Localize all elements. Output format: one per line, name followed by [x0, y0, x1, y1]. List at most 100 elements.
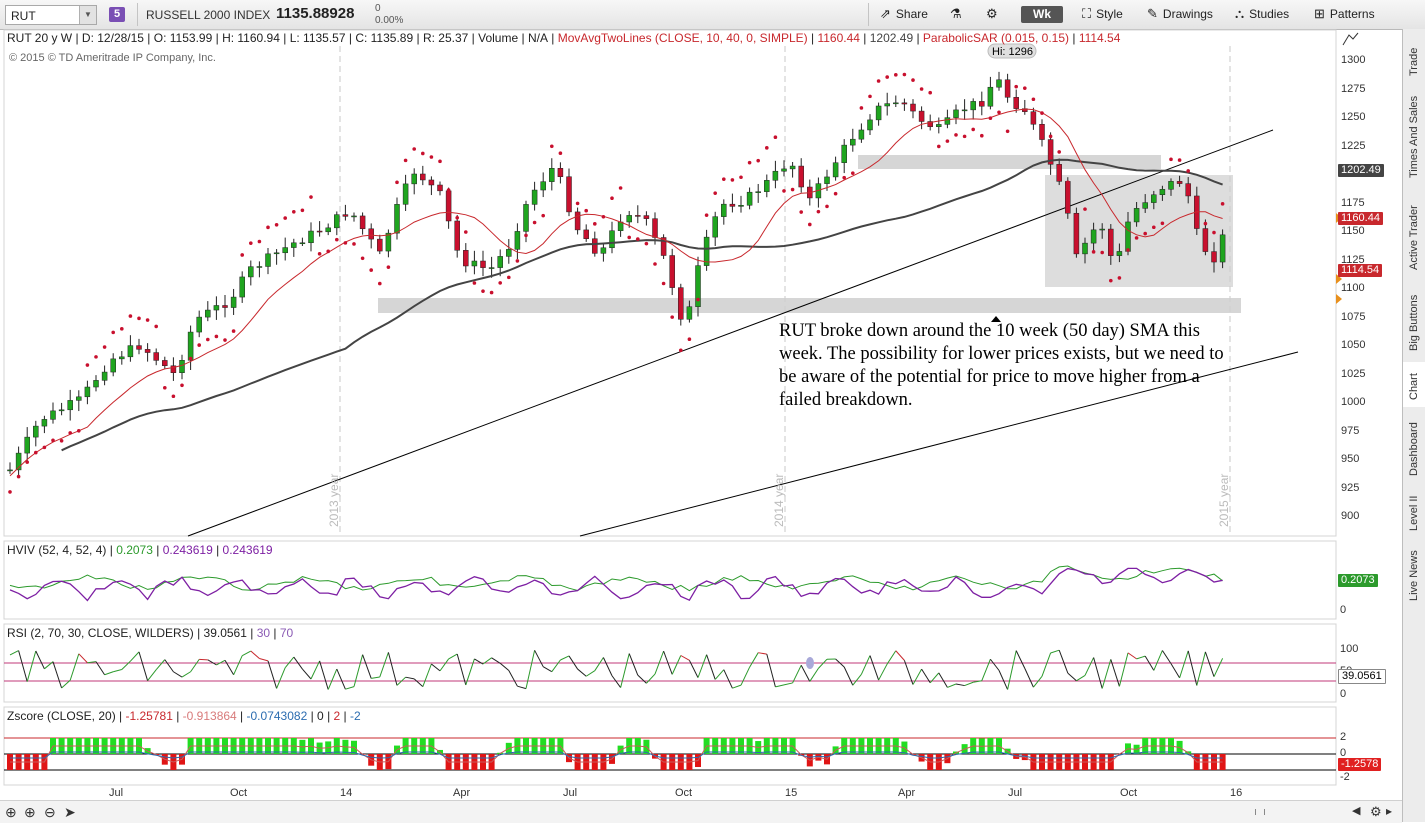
candle-body	[352, 216, 357, 217]
rsi-segment	[698, 655, 707, 678]
rsi-segment	[208, 660, 217, 665]
sidebar-tab-active-trader[interactable]: Active Trader	[1403, 189, 1425, 274]
rsi-segment	[853, 674, 862, 685]
candle-body	[506, 249, 511, 256]
candle-body	[670, 256, 675, 288]
time-axis-label: Oct	[1120, 787, 1137, 799]
candle-body	[137, 346, 142, 350]
rsi-segment	[784, 683, 793, 685]
sma40-price-tag: 1202.49	[1338, 164, 1384, 177]
rsi-value-tag: 39.0561	[1338, 669, 1386, 684]
sar-dot	[1135, 236, 1139, 240]
rsi-segment	[1068, 673, 1077, 681]
rsi-study-label[interactable]: RSI (2, 70, 30, CLOSE, WILDERS)	[7, 626, 194, 640]
sidebar-tab-level-ii[interactable]: Level II	[1403, 487, 1425, 537]
sar-dot	[533, 221, 537, 225]
rsi-segment	[552, 660, 561, 672]
zscore-value-3: -0.0743082	[247, 709, 308, 723]
zscore-study-label[interactable]: Zscore (CLOSE, 20)	[7, 709, 116, 723]
sar-dot	[739, 175, 743, 179]
zscore-level-c: -2	[350, 709, 361, 723]
year-mark-2014: 2014 year	[772, 474, 786, 527]
sar-value: 1114.54	[1079, 31, 1121, 45]
rsi-segment	[371, 677, 380, 678]
rsi-segment	[414, 679, 423, 687]
candle-body	[128, 346, 133, 357]
candle-body	[498, 256, 503, 267]
sidebar-tab-live-news[interactable]: Live News	[1403, 545, 1425, 605]
rsi-segment	[113, 670, 122, 672]
rsi-segment	[242, 651, 251, 656]
sar-dot	[421, 152, 425, 156]
sar-dot	[782, 189, 786, 193]
rsi-segment	[148, 670, 157, 681]
sidebar-tab-trade[interactable]: Trade	[1403, 34, 1425, 84]
sar-dot	[851, 171, 855, 175]
candle-body	[592, 239, 597, 254]
zoom-in-icon[interactable]: ⊕	[24, 804, 36, 821]
price-axis-label: 1300	[1341, 54, 1365, 66]
sar-dot	[559, 151, 563, 155]
rsi-segment	[1102, 659, 1111, 688]
more-icon[interactable]: ▸	[1386, 804, 1392, 818]
scrollbar-handle[interactable]	[1255, 809, 1265, 815]
sidebar-label: Level II	[1408, 496, 1420, 531]
zoom-out-icon[interactable]: ⊖	[44, 804, 56, 821]
candle-body	[971, 101, 976, 109]
hviv-value-tag: 0.2073	[1338, 574, 1378, 587]
candle-body	[412, 174, 417, 184]
rsi-segment	[70, 654, 79, 680]
sar-dot	[1126, 248, 1130, 252]
sar-dot	[335, 238, 339, 242]
sar-dot	[1204, 222, 1208, 226]
sar-dot	[430, 155, 434, 159]
candle-body	[850, 139, 855, 145]
rsi-segment	[990, 659, 999, 670]
pointer-icon[interactable]: ➤	[64, 804, 76, 821]
rsi-segment	[560, 656, 569, 660]
sar-dot	[60, 439, 64, 443]
crosshair-icon[interactable]: ⊕	[5, 804, 17, 821]
rsi-axis-0: 0	[1340, 688, 1346, 700]
rsi-segment	[1137, 656, 1146, 659]
rsi-segment	[449, 654, 458, 659]
candle-body	[1091, 230, 1096, 243]
time-axis-label: Jul	[1008, 787, 1022, 799]
candle-body	[94, 380, 99, 387]
settings-gear-icon[interactable]: ⚙	[1370, 804, 1382, 820]
rsi-segment	[328, 669, 337, 689]
sidebar-tab-times-and-sales[interactable]: Times And Sales	[1403, 87, 1425, 182]
sar-dot	[602, 215, 606, 219]
rsi-segment	[1162, 650, 1171, 663]
sar-dot	[1195, 200, 1199, 204]
sar-dot	[180, 384, 184, 388]
price-axis-label: 1000	[1341, 396, 1365, 408]
time-axis-label: 15	[785, 787, 797, 799]
hviv-study-label[interactable]: HVIV (52, 4, 52, 4)	[7, 543, 106, 557]
sar-dot	[1221, 202, 1225, 206]
sidebar-tab-big-buttons[interactable]: Big Buttons	[1403, 281, 1425, 356]
high-label: Hi: 1296	[992, 46, 1033, 58]
rsi-segment	[285, 657, 294, 668]
rsi-segment	[982, 659, 991, 680]
sar-dot	[541, 214, 545, 218]
sar-study-label[interactable]: ParabolicSAR (0.015, 0.15)	[923, 31, 1069, 45]
candle-body	[197, 317, 202, 332]
rsi-segment	[500, 663, 509, 670]
chart-tool-icon[interactable]	[1343, 33, 1358, 45]
sidebar-tab-dashboard[interactable]: Dashboard	[1403, 414, 1425, 479]
candle-body	[773, 171, 778, 180]
sar-dot	[1118, 276, 1122, 280]
sidebar-tab-chart[interactable]: Chart	[1403, 362, 1425, 407]
sar-dot	[653, 262, 657, 266]
mav-study-label[interactable]: MovAvgTwoLines (CLOSE, 10, 40, 0, SIMPLE…	[558, 31, 808, 45]
candlestick-series	[8, 72, 1226, 477]
scroll-left-icon[interactable]: ◀	[1352, 804, 1360, 817]
support-zone[interactable]	[378, 298, 1241, 313]
sar-dot	[68, 431, 72, 435]
volume-value: N/A	[528, 31, 548, 45]
candle-body	[369, 229, 374, 239]
sar-dot	[17, 475, 21, 479]
chart-annotation[interactable]: RUT broke down around the 10 week (50 da…	[779, 320, 1239, 412]
candle-body	[859, 130, 864, 139]
